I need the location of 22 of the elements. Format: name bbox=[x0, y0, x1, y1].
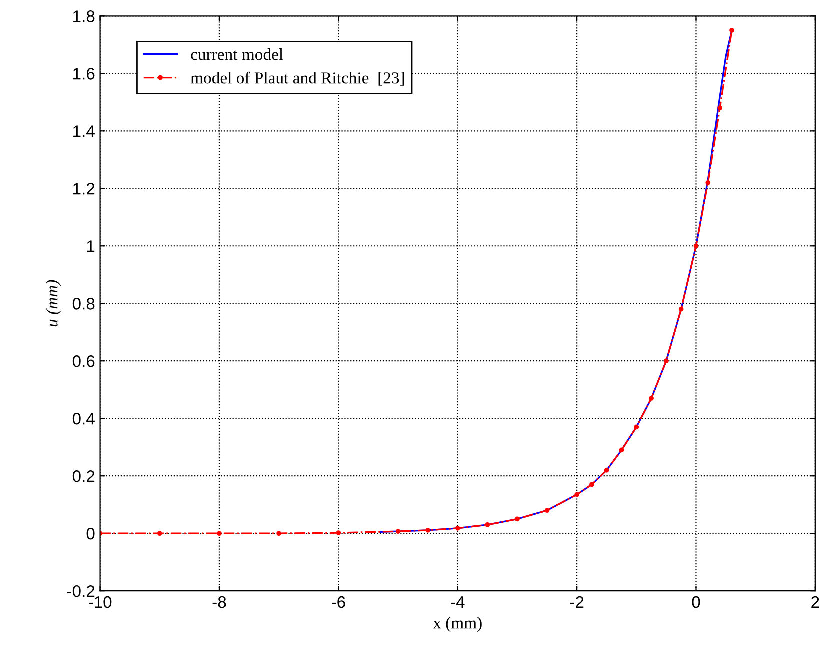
y-tick-label: 1 bbox=[87, 240, 95, 252]
x-tick-label: 0 bbox=[692, 596, 700, 608]
y-tick-label: 1.8 bbox=[74, 10, 95, 22]
y-tick-label: -0.2 bbox=[67, 585, 95, 598]
x-tick-label: -2 bbox=[570, 596, 584, 608]
legend-label: current model bbox=[191, 48, 284, 60]
x-tick-label: 2 bbox=[812, 596, 820, 608]
x-tick-label: -4 bbox=[451, 596, 465, 608]
y-tick-label: 0.2 bbox=[72, 470, 95, 482]
x-axis-title: x (mm) bbox=[433, 617, 482, 632]
x-tick-label: -10 bbox=[88, 596, 112, 608]
legend-label: model of Plaut and Ritchie [23] bbox=[190, 72, 404, 86]
y-tick-label: 0 bbox=[86, 528, 95, 540]
y-tick-label: 1.4 bbox=[74, 126, 95, 138]
x-tick-label: -6 bbox=[332, 596, 346, 608]
y-tick-label: 1.6 bbox=[74, 68, 95, 80]
y-tick-label: 0.6 bbox=[72, 356, 95, 368]
y-tick-label: 0.8 bbox=[72, 298, 95, 310]
y-tick-label: 1.2 bbox=[74, 183, 95, 195]
y-tick-label: 0.4 bbox=[72, 413, 95, 425]
y-axis-title: u (mm) bbox=[46, 280, 62, 327]
x-tick-label: -8 bbox=[212, 596, 226, 608]
